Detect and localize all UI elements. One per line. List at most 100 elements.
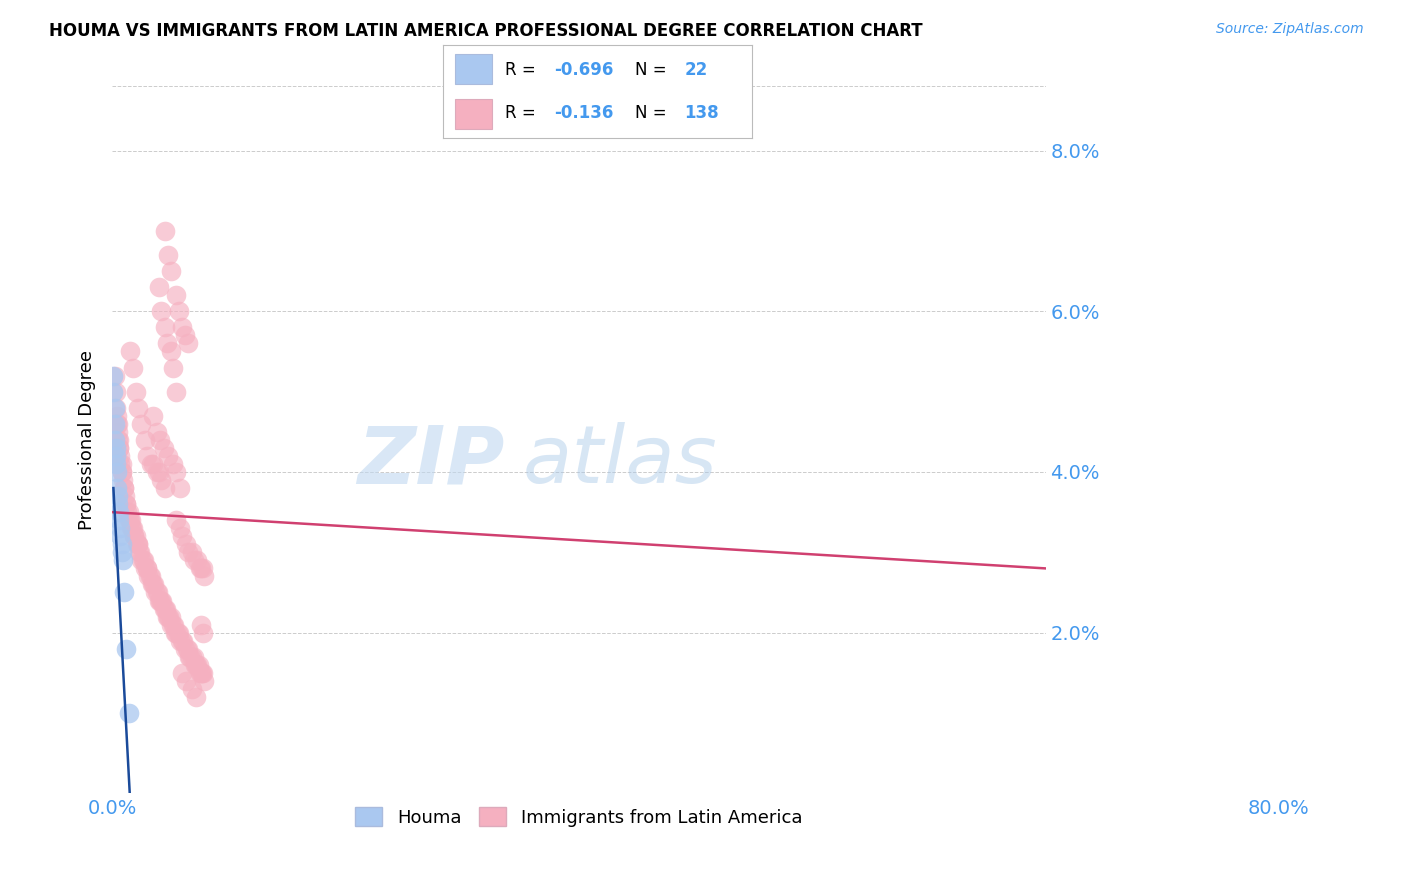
Point (193, 561, 215, 575)
Point (110, 449, 132, 463)
Point (115, 497, 138, 511)
Point (165, 625, 187, 640)
Point (120, 513, 142, 527)
Point (104, 401, 127, 415)
Text: R =: R = (505, 104, 541, 122)
Point (139, 569, 162, 583)
Point (159, 264, 181, 278)
Point (111, 553, 134, 567)
FancyBboxPatch shape (456, 54, 492, 84)
Point (131, 553, 153, 567)
FancyBboxPatch shape (456, 99, 492, 129)
Point (110, 537, 132, 551)
Point (115, 641, 138, 656)
Point (188, 665, 211, 680)
Text: R =: R = (505, 61, 541, 78)
Point (103, 417, 125, 431)
Point (169, 521, 191, 535)
Point (148, 280, 170, 294)
Point (186, 553, 208, 567)
Point (110, 521, 132, 535)
Point (127, 401, 149, 415)
Point (176, 641, 198, 656)
Point (167, 625, 190, 640)
Point (124, 529, 146, 543)
Point (157, 248, 180, 262)
Point (172, 529, 194, 543)
Point (145, 425, 167, 439)
Point (142, 457, 165, 471)
Point (172, 320, 194, 334)
Point (107, 433, 129, 447)
Text: 80.0%: 80.0% (1249, 799, 1310, 818)
Point (103, 384, 125, 399)
Point (134, 561, 156, 575)
Point (127, 537, 149, 551)
Point (103, 368, 125, 383)
Point (159, 344, 181, 359)
Point (159, 617, 181, 632)
Point (162, 457, 184, 471)
Point (191, 665, 214, 680)
Point (165, 625, 187, 640)
Point (183, 649, 205, 664)
Point (186, 657, 208, 672)
Point (157, 609, 180, 624)
Point (180, 545, 202, 559)
Text: N =: N = (634, 104, 672, 122)
Point (145, 585, 167, 599)
Point (110, 465, 132, 479)
Point (190, 617, 212, 632)
Point (104, 449, 127, 463)
Point (136, 561, 159, 575)
Text: N =: N = (634, 61, 672, 78)
Point (129, 545, 152, 559)
Point (134, 433, 156, 447)
Point (146, 585, 169, 599)
Point (124, 529, 146, 543)
Point (153, 481, 176, 495)
Point (108, 505, 131, 519)
Point (118, 344, 141, 359)
Point (112, 481, 135, 495)
Point (162, 617, 184, 632)
Point (120, 521, 142, 535)
Point (193, 625, 215, 640)
Point (155, 601, 177, 615)
Point (125, 537, 148, 551)
Point (138, 569, 160, 583)
Point (156, 609, 179, 624)
Point (184, 657, 207, 672)
Point (136, 449, 159, 463)
Point (105, 465, 128, 479)
Point (149, 433, 172, 447)
Point (110, 457, 132, 471)
Point (183, 553, 205, 567)
Point (127, 537, 149, 551)
Point (177, 641, 200, 656)
Point (166, 625, 188, 640)
Point (112, 585, 135, 599)
Text: -0.136: -0.136 (554, 104, 613, 122)
Point (103, 401, 125, 415)
Point (117, 513, 139, 527)
Point (132, 553, 155, 567)
Point (104, 441, 127, 455)
Point (157, 609, 180, 624)
Text: 138: 138 (685, 104, 718, 122)
Point (193, 673, 215, 688)
Point (145, 465, 167, 479)
Point (107, 497, 129, 511)
Point (165, 513, 187, 527)
Point (131, 417, 153, 431)
Point (163, 617, 186, 632)
Point (165, 288, 187, 302)
Point (110, 457, 132, 471)
Point (142, 409, 165, 423)
Point (165, 465, 187, 479)
Point (188, 561, 211, 575)
Point (148, 465, 170, 479)
Point (139, 457, 162, 471)
Point (107, 489, 129, 503)
Text: HOUMA VS IMMIGRANTS FROM LATIN AMERICA PROFESSIONAL DEGREE CORRELATION CHART: HOUMA VS IMMIGRANTS FROM LATIN AMERICA P… (49, 22, 922, 40)
